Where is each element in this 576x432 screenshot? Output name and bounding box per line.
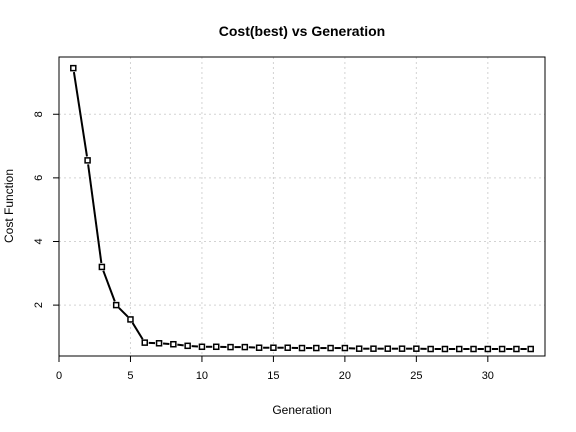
x-tick-label: 30 [482, 370, 494, 382]
x-tick-label: 15 [267, 370, 279, 382]
series-segment [102, 270, 116, 302]
data-point [513, 345, 520, 353]
data-point [212, 343, 220, 351]
data-point [241, 343, 249, 351]
data-point [141, 339, 149, 346]
data-point [470, 345, 477, 353]
plot-frame [58, 56, 546, 357]
x-axis: 0 5 10 15 20 25 30 [56, 355, 494, 382]
series-segment [87, 164, 103, 264]
x-axis-label: Generation [272, 403, 331, 417]
series-segment [118, 307, 129, 318]
data-point [327, 344, 334, 352]
data-point [70, 64, 77, 72]
chart-title: Cost(best) vs Generation [219, 23, 385, 39]
data-point [441, 345, 449, 353]
data-point [341, 344, 349, 352]
data-point [427, 345, 434, 353]
y-axis-label: Cost Function [2, 169, 16, 243]
grid [58, 57, 545, 356]
data-point [198, 343, 206, 351]
data-point [355, 345, 363, 352]
data-point [313, 344, 320, 352]
data-point [398, 345, 406, 352]
data-point [112, 301, 120, 309]
data-point [498, 345, 506, 353]
data-point [255, 344, 263, 351]
series-segment [131, 322, 144, 340]
x-tick-label: 25 [410, 370, 422, 382]
y-tick-label: 2 [33, 302, 45, 308]
data-point [127, 316, 134, 323]
data-point [384, 345, 392, 352]
x-tick-label: 5 [127, 370, 133, 382]
data-point [284, 344, 291, 351]
data-point [170, 340, 177, 348]
x-tick-label: 20 [339, 370, 351, 382]
series-segment [72, 71, 88, 157]
y-tick-label: 6 [33, 175, 45, 181]
data-point [98, 263, 106, 271]
x-tick-label: 0 [56, 370, 62, 382]
y-axis: 2 4 6 8 [33, 111, 60, 308]
data-point [298, 344, 306, 352]
data-point [184, 342, 191, 350]
data-point [370, 345, 377, 352]
data-point [527, 345, 534, 353]
series-segment [177, 343, 184, 347]
data-point [270, 344, 277, 351]
y-tick-label: 8 [33, 111, 45, 117]
data-point [484, 345, 492, 353]
series-group [70, 64, 534, 353]
y-tick-label: 4 [33, 238, 45, 244]
data-point [455, 345, 463, 353]
data-point [84, 157, 91, 164]
data-point [413, 345, 420, 352]
data-point [227, 343, 234, 351]
data-point [155, 340, 163, 347]
x-tick-label: 10 [196, 370, 208, 382]
